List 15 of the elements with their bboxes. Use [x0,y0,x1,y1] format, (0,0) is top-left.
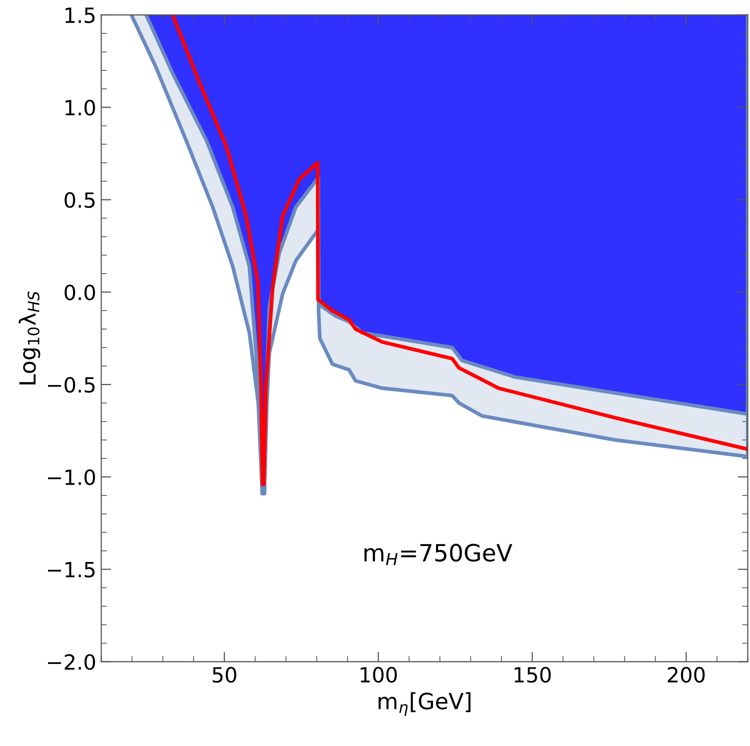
annotation: m$_{H}$=750GeV [364,544,512,566]
y-tick-label: 1.0 [66,100,96,116]
x-tick-label: 200 [668,666,705,683]
y-tick-label: −1.5 [48,562,95,578]
x-tick-label: 50 [212,666,236,683]
y-tick-label: −2.0 [48,654,96,670]
y-tick-label: 0.5 [64,192,95,208]
y-tick-label: −0.5 [48,376,95,393]
y-tick-label: 1.5 [66,8,95,24]
y-tick-label: −1.0 [48,469,96,486]
y-tick-label: 0.0 [64,284,96,300]
y-axis-title: Log$_{10}$λ$_{HS}$ [18,291,40,384]
x-axis-title: m$_{η}$[GeV] [378,692,470,716]
x-tick-label: 100 [360,666,397,683]
x-tick-label: 150 [514,666,551,683]
